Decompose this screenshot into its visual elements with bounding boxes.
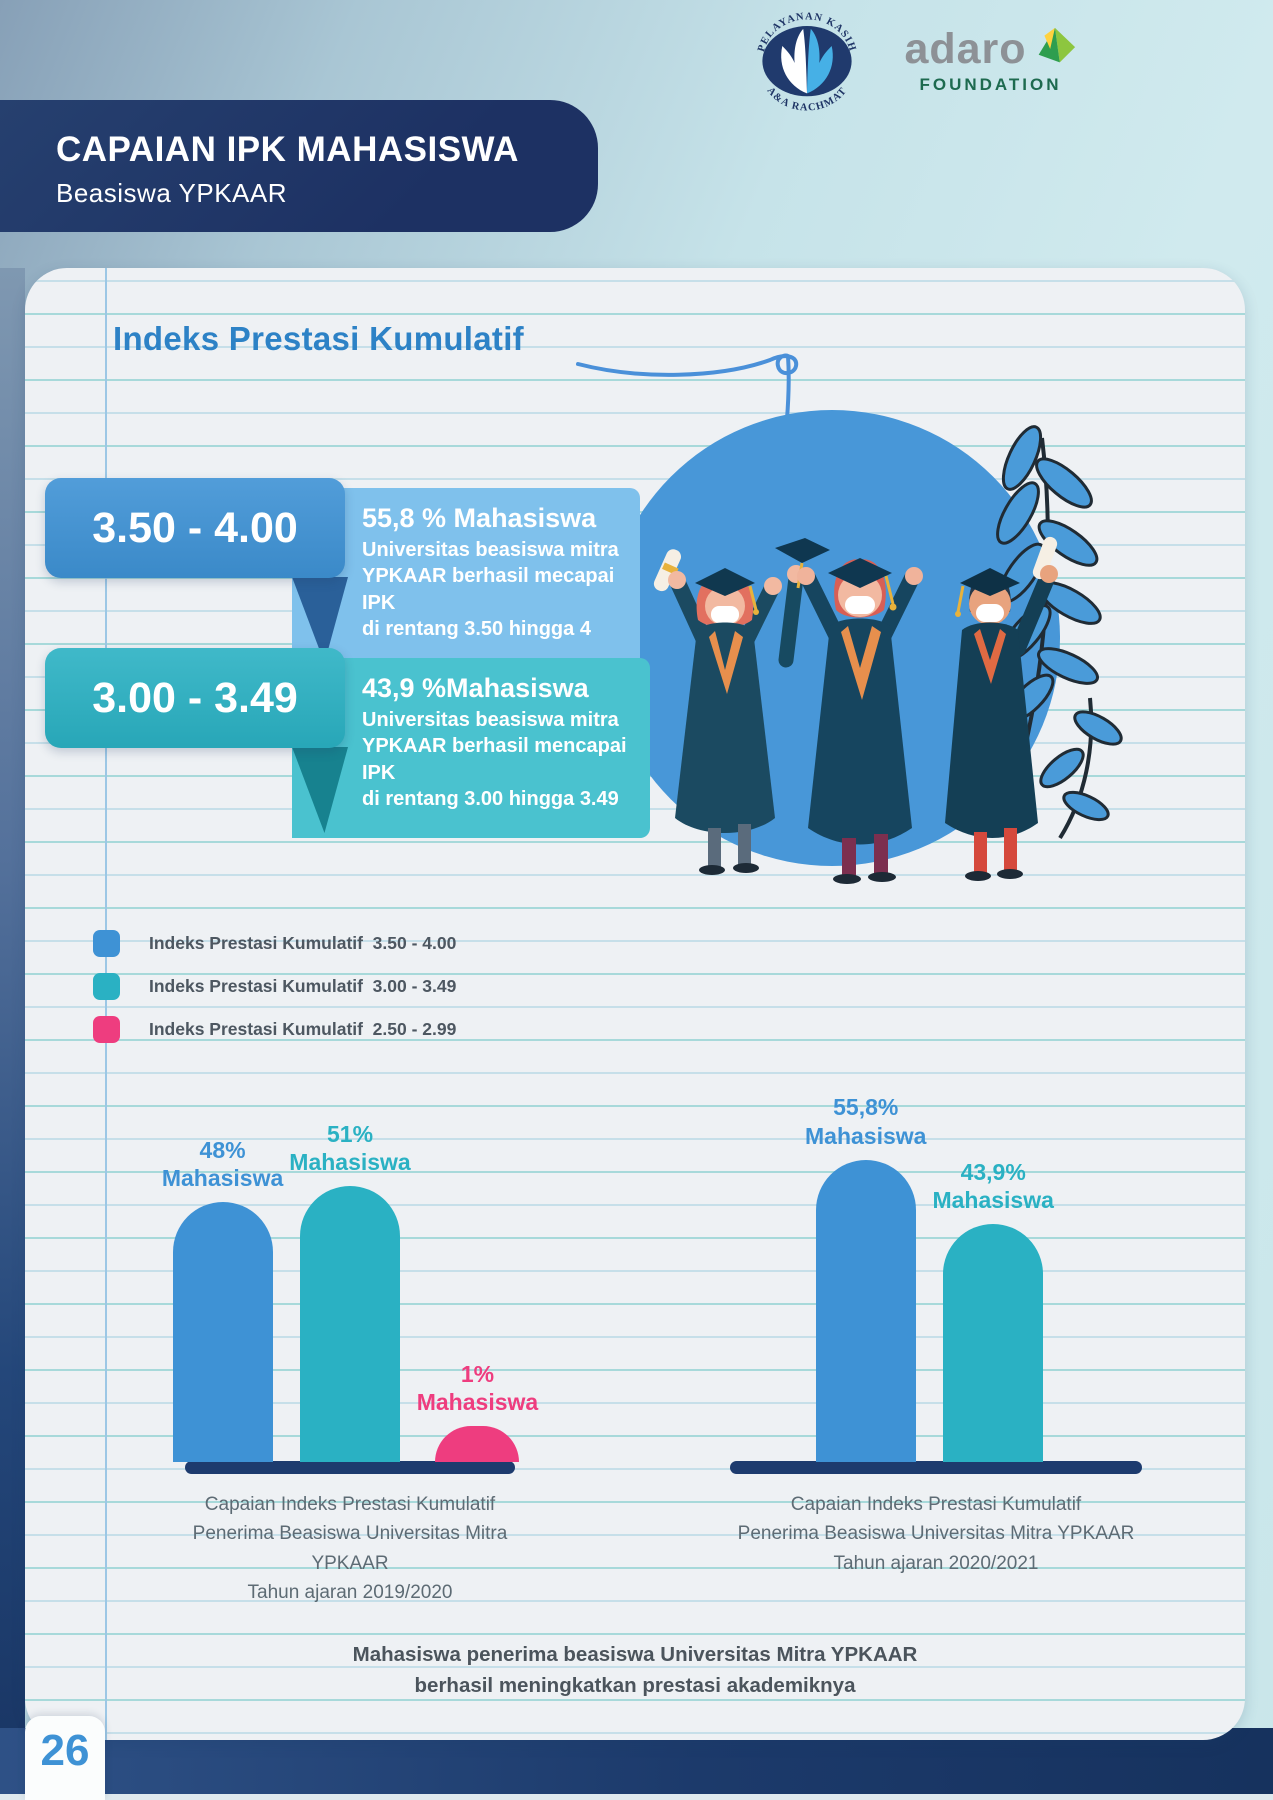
adaro-wordmark: adaro bbox=[904, 24, 1027, 73]
callout-text-line: di rentang 3.00 hingga 3.49 bbox=[362, 788, 619, 811]
callout-headline: 55,8 % Mahasiswa bbox=[362, 503, 597, 533]
header-banner: CAPAIAN IPK MAHASISWA Beasiswa YPKAAR bbox=[0, 100, 598, 232]
legend-item: Indeks Prestasi Kumulatif 3.00 - 3.49 bbox=[93, 973, 456, 1000]
page-title: CAPAIAN IPK MAHASISWA bbox=[56, 130, 519, 169]
callout-headline: 43,9 %Mahasiswa bbox=[362, 673, 589, 703]
callout-panel-ipk-menengah: 43,9 %Mahasiswa Universitas beasiswa mit… bbox=[292, 658, 650, 838]
caption-line: Capaian Indeks Prestasi Kumulatif bbox=[204, 1494, 496, 1515]
callout-text-line: Universitas beasiswa mitra bbox=[362, 709, 619, 731]
bar bbox=[435, 1426, 520, 1462]
conclusion-note: Mahasiswa penerima beasiswa Universitas … bbox=[150, 1640, 1120, 1702]
graduate-middle bbox=[797, 558, 923, 884]
legend-swatch-blue bbox=[93, 930, 120, 957]
graduates-illustration bbox=[604, 410, 1123, 884]
bar bbox=[300, 1185, 400, 1462]
bar-column: 1% Mahasiswa bbox=[417, 1360, 538, 1462]
callout-range-box-1: 3.50 - 4.00 bbox=[45, 478, 345, 578]
bar bbox=[815, 1159, 916, 1462]
graduate-right bbox=[945, 536, 1058, 881]
callout-panel-ipk-tinggi: 55,8 % Mahasiswa Universitas beasiswa mi… bbox=[292, 488, 640, 668]
legend-item: Indeks Prestasi Kumulatif 2.50 - 2.99 bbox=[93, 1016, 456, 1043]
legend-label: Indeks Prestasi Kumulatif 3.50 - 4.00 bbox=[149, 933, 457, 953]
bar bbox=[172, 1201, 273, 1462]
bottom-light-edge bbox=[0, 1794, 1273, 1800]
conclusion-line: berhasil meningkatkan prestasi akademikn… bbox=[414, 1673, 856, 1697]
bar-column: 51% Mahasiswa bbox=[289, 1120, 411, 1462]
bar bbox=[943, 1224, 1044, 1462]
bars: 48% Mahasiswa 51% Mahasiswa 1% Mahasiswa bbox=[162, 1093, 538, 1462]
bar-column: 43,9% Mahasiswa bbox=[932, 1158, 1054, 1462]
chart-baseline bbox=[185, 1461, 515, 1474]
bar-value-label: 51% Mahasiswa bbox=[289, 1120, 411, 1175]
left-navy-strip bbox=[0, 268, 25, 1740]
bar-value-label: 1% Mahasiswa bbox=[416, 1360, 539, 1415]
bar-value-label: 43,9% Mahasiswa bbox=[932, 1158, 1054, 1214]
chart-legend: Indeks Prestasi Kumulatif 3.50 - 4.00 In… bbox=[93, 930, 456, 1059]
bar-chart-2020-2021: 55,8% Mahasiswa 43,9% Mahasiswa Capaian Ind… bbox=[730, 1058, 1142, 1578]
caption-line: Tahun ajaran 2019/2020 bbox=[247, 1582, 453, 1604]
caption-line: Penerima Beasiswa Universitas Mitra YPKA… bbox=[192, 1523, 508, 1574]
caption-line: Penerima Beasiswa Universitas Mitra YPKA… bbox=[737, 1523, 1135, 1545]
bar-chart-2019-2020: 48% Mahasiswa 51% Mahasiswa 1% Mahasiswa Capa… bbox=[162, 1093, 538, 1608]
legend-label: Indeks Prestasi Kumulatif 2.50 - 2.99 bbox=[149, 1019, 457, 1039]
page-number: 26 bbox=[40, 1726, 90, 1775]
caption-line: Capaian Indeks Prestasi Kumulatif bbox=[790, 1494, 1082, 1515]
bar-column: 48% Mahasiswa bbox=[162, 1136, 283, 1462]
section-title: Indeks Prestasi Kumulatif bbox=[113, 320, 524, 357]
graduate-left bbox=[653, 549, 782, 875]
callout-text-line: di rentang 3.50 hingga 4 bbox=[362, 618, 591, 641]
bar-value-label: 55,8% Mahasiswa bbox=[805, 1094, 927, 1149]
page-subtitle: Beasiswa YPKAAR bbox=[56, 178, 288, 208]
page-number-box: 26 bbox=[25, 1716, 105, 1800]
legend-swatch-teal bbox=[93, 973, 120, 1000]
legend-label: Indeks Prestasi Kumulatif 3.00 - 3.49 bbox=[149, 976, 457, 996]
plant-branch-icon bbox=[996, 425, 1123, 840]
chart-caption: Capaian Indeks Prestasi Kumulatif Peneri… bbox=[730, 1490, 1142, 1578]
legend-swatch-pink bbox=[93, 1016, 120, 1043]
conclusion-line: Mahasiswa penerima beasiswa Universitas … bbox=[352, 1643, 918, 1666]
chart-caption: Capaian Indeks Prestasi Kumulatif Peneri… bbox=[185, 1490, 515, 1608]
bottom-navy-band bbox=[0, 1728, 1273, 1800]
callout-text-line: Universitas beasiswa mitra bbox=[362, 539, 619, 561]
bar-column: 55,8% Mahasiswa bbox=[805, 1093, 926, 1462]
adaro-diamond-icon bbox=[1038, 27, 1075, 63]
ipk-range-label: 3.50 - 4.00 bbox=[92, 503, 298, 552]
callout-text-line: YPKAAR berhasil mecapai IPK bbox=[362, 565, 615, 614]
legend-item: Indeks Prestasi Kumulatif 3.50 - 4.00 bbox=[93, 930, 456, 957]
bars: 55,8% Mahasiswa 43,9% Mahasiswa bbox=[730, 1058, 1142, 1462]
adaro-foundation-logo: adaro FOUNDATION bbox=[898, 26, 1083, 110]
caption-line: Tahun ajaran 2020/2021 bbox=[833, 1552, 1039, 1574]
bar-value-label: 48% Mahasiswa bbox=[161, 1136, 284, 1191]
ipk-range-label: 3.00 - 3.49 bbox=[92, 673, 298, 722]
chart-baseline bbox=[730, 1461, 1142, 1474]
hands-emblem-icon: PELAYANAN KASIH A&A RACHMAT bbox=[756, 11, 857, 113]
notebook-paper: Indeks Prestasi Kumulatif bbox=[25, 268, 1245, 1740]
callout-range-box-2: 3.00 - 3.49 bbox=[45, 648, 345, 748]
ypkaar-logo: PELAYANAN KASIH A&A RACHMAT bbox=[750, 8, 864, 120]
adaro-foundation-label: FOUNDATION bbox=[919, 75, 1062, 94]
callout-text-line: YPKAAR berhasil mencapai IPK bbox=[362, 735, 627, 784]
